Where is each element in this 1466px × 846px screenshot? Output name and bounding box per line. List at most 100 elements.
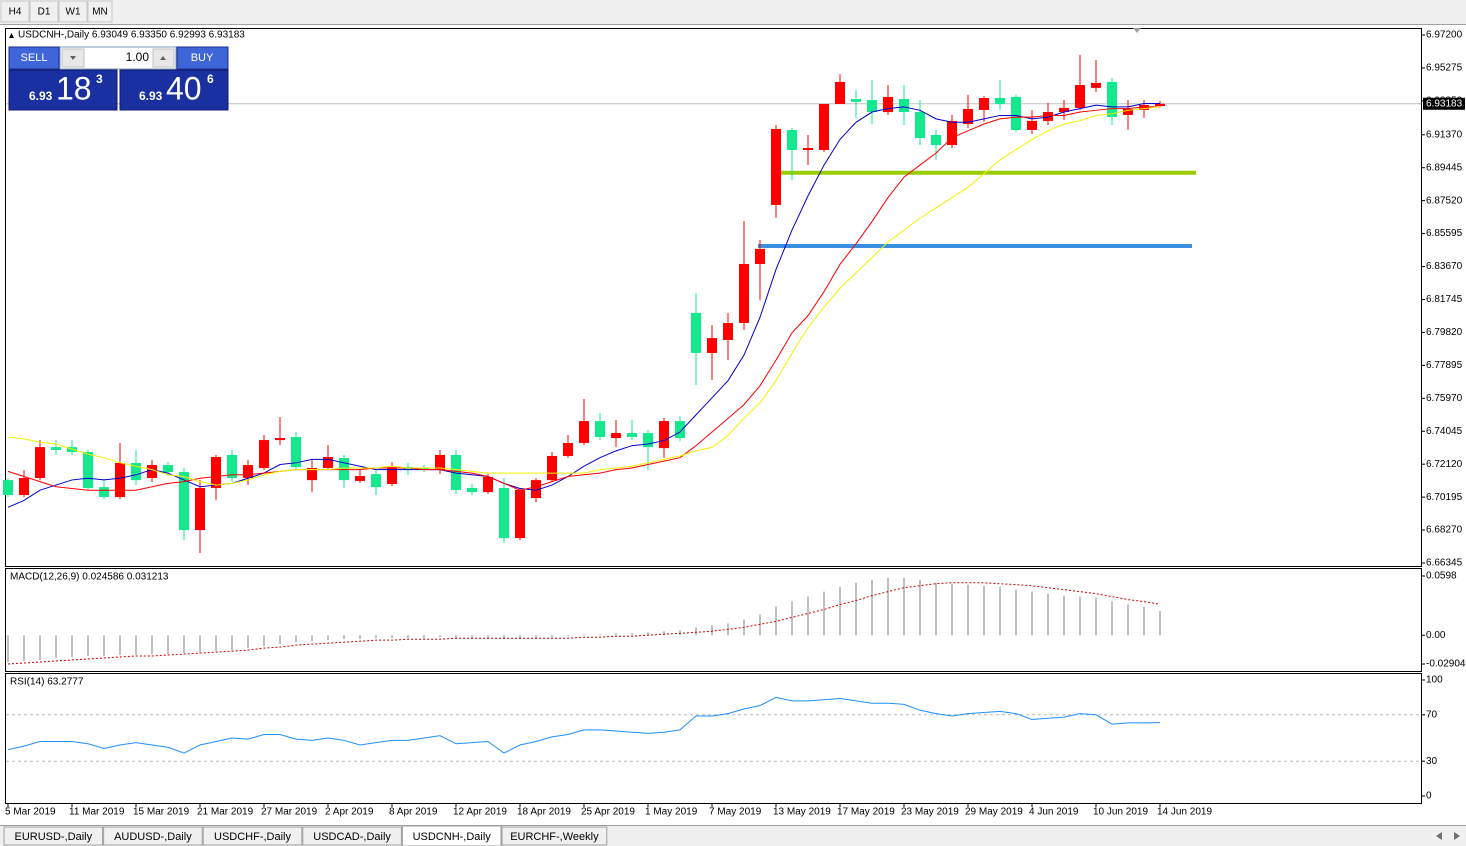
macd-bar — [583, 634, 585, 636]
buy-price-point: 6 — [207, 72, 214, 86]
candle-body — [147, 465, 157, 479]
tf-button[interactable] — [58, 0, 88, 23]
macd-bar — [935, 582, 937, 636]
y-tick-label: 6.97200 — [1426, 30, 1463, 41]
candle-body — [371, 474, 381, 488]
macd-bar — [1015, 589, 1017, 636]
macd-bar — [375, 635, 377, 639]
tf-button[interactable] — [87, 0, 113, 23]
candle-body — [211, 456, 221, 488]
macd-bar — [567, 635, 569, 637]
symbol-tab[interactable] — [3, 826, 104, 846]
macd-pane — [5, 568, 1422, 672]
candle-body — [675, 421, 685, 439]
y-tick-label: 6.87520 — [1426, 195, 1463, 206]
sell-price-box[interactable] — [8, 69, 118, 111]
candle-body — [659, 421, 669, 449]
y-tick-label: 6.72120 — [1426, 459, 1463, 470]
macd-bar — [135, 635, 137, 656]
x-tick-label: 4 Jun 2019 — [1029, 807, 1079, 818]
candle-body — [755, 248, 765, 264]
candle-body — [179, 472, 189, 531]
symbol-tab-label[interactable]: USDCHF-,Daily — [214, 831, 292, 843]
macd-bar — [903, 577, 905, 636]
candle-body — [51, 447, 61, 450]
candle-body — [595, 421, 605, 437]
lot-down-icon — [70, 56, 76, 60]
macd-bar — [775, 606, 777, 636]
tf-button[interactable] — [29, 0, 59, 23]
candle-body — [1123, 108, 1133, 115]
candle-body — [1155, 103, 1165, 107]
x-tick-label: 29 May 2019 — [965, 807, 1023, 818]
candle-body — [1059, 107, 1069, 113]
macd-bar — [167, 635, 169, 655]
macd-bar — [839, 586, 841, 636]
macd-bar — [615, 633, 617, 636]
buy-price-box[interactable] — [119, 69, 229, 111]
macd-bar — [199, 635, 201, 653]
macd-bar — [247, 635, 249, 649]
y-tick-label: 6.68270 — [1426, 525, 1463, 536]
macd-bar — [711, 625, 713, 636]
lot-value[interactable]: 1.00 — [126, 50, 150, 64]
macd-bar — [7, 635, 9, 662]
bid-label-box — [1423, 97, 1465, 110]
candle-body — [1107, 81, 1117, 117]
y-tick-label: 0.00 — [1426, 630, 1446, 641]
tf-label[interactable]: H4 — [9, 7, 22, 18]
candle-body — [259, 440, 269, 468]
x-tick-label: 1 May 2019 — [645, 807, 698, 818]
tf-button[interactable] — [0, 0, 30, 23]
candle-body — [611, 433, 621, 439]
candle-body — [995, 97, 1005, 104]
x-tick-label: 27 Mar 2019 — [261, 807, 318, 818]
tab-scroll-left[interactable] — [1436, 832, 1442, 840]
symbol-tab[interactable] — [202, 826, 303, 846]
tab-scroll-right[interactable] — [1454, 832, 1460, 840]
macd-bar — [231, 635, 233, 651]
candle-body — [483, 477, 493, 493]
y-tick-label: -0.029049 — [1426, 659, 1466, 670]
candle-body — [403, 467, 413, 471]
symbol-tab[interactable] — [103, 826, 203, 846]
x-tick-label: 14 Jun 2019 — [1157, 807, 1212, 818]
symbol-tab[interactable] — [401, 825, 502, 846]
candle-body — [803, 147, 813, 151]
candle-body — [1139, 105, 1149, 110]
lot-field[interactable] — [59, 46, 177, 70]
symbol-tab-label[interactable]: EURUSD-,Daily — [14, 831, 92, 843]
y-tick-label: 6.81745 — [1426, 294, 1463, 305]
tf-label[interactable]: MN — [92, 7, 108, 18]
x-tick-label: 15 Mar 2019 — [133, 807, 190, 818]
timeframe-buttons: H4 D1 W1 MN — [0, 0, 113, 23]
candle-body — [499, 487, 509, 539]
candle-body — [707, 338, 717, 353]
macd-bar — [263, 635, 265, 647]
tf-label[interactable]: D1 — [38, 7, 51, 18]
macd-bar — [39, 635, 41, 660]
macd-bar — [999, 586, 1001, 636]
sell-button[interactable] — [8, 46, 60, 70]
candle-body — [963, 108, 973, 124]
symbol-tab-label[interactable]: USDCNH-,Daily — [413, 831, 492, 843]
buy-button[interactable] — [176, 46, 229, 70]
tf-label[interactable]: W1 — [66, 7, 81, 18]
symbol-tab[interactable] — [302, 826, 402, 846]
y-tick-label: 70 — [1426, 709, 1438, 720]
candle-body — [243, 465, 253, 479]
buy-label[interactable]: BUY — [191, 52, 214, 64]
candle-body — [451, 454, 461, 491]
symbol-tab[interactable] — [501, 826, 608, 846]
x-tick-label: 23 May 2019 — [901, 807, 959, 818]
candle-body — [307, 467, 317, 481]
macd-bar — [55, 635, 57, 659]
x-tick-label: 8 Apr 2019 — [389, 807, 438, 818]
symbol-tab-label[interactable]: USDCAD-,Daily — [313, 831, 391, 843]
sell-label[interactable]: SELL — [21, 52, 48, 64]
symbol-tab-label[interactable]: EURCHF-,Weekly — [510, 831, 599, 843]
symbol-tab-label[interactable]: AUDUSD-,Daily — [114, 831, 192, 843]
macd-bar — [599, 634, 601, 636]
toolbar — [0, 0, 1466, 24]
candle-body — [163, 465, 173, 473]
